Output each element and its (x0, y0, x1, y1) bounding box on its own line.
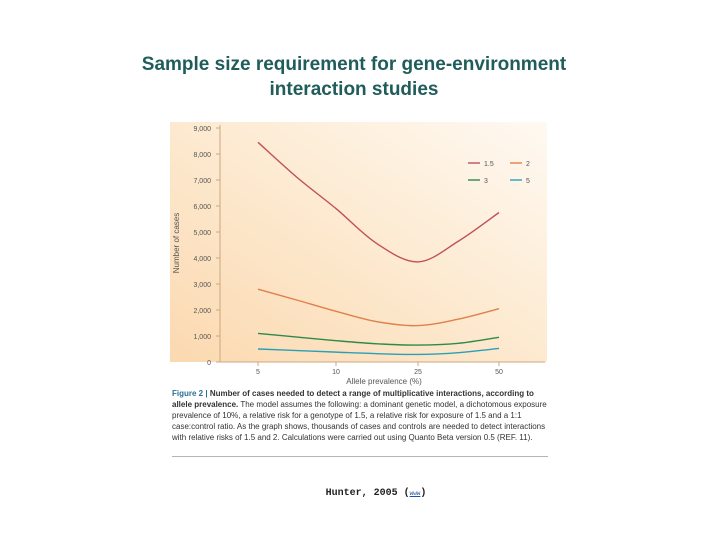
plot-background (170, 122, 547, 362)
citation-link-text[interactable]: www (409, 490, 421, 497)
y-tick-label: 8,000 (193, 152, 211, 159)
citation-text: Hunter, 2005 (325, 488, 398, 499)
y-tick-label: 7,000 (193, 178, 211, 185)
y-tick-label: 6,000 (193, 204, 211, 211)
series-line-3 (257, 347, 500, 356)
y-tick-label: 4,000 (193, 256, 211, 263)
x-tick-label: 5 (256, 369, 260, 376)
caption-title: Number of cases needed to detect a range… (172, 389, 534, 409)
citation-link[interactable]: (www) (403, 488, 427, 499)
series-line-1 (257, 288, 500, 327)
y-tick-label: 5,000 (193, 230, 211, 237)
y-tick-label: 9,000 (193, 126, 211, 133)
legend-label: 3 (484, 178, 488, 185)
figure-caption: Figure 2 | Number of cases needed to det… (172, 388, 548, 443)
y-tick-label: 3,000 (193, 282, 211, 289)
x-tick-label: 10 (332, 369, 340, 376)
series-lines (257, 141, 500, 356)
y-axis-label: Number of cases (172, 213, 181, 273)
caption-body: The model assumes the following: a domin… (172, 400, 547, 442)
caption-divider (172, 456, 548, 457)
source-citation: Hunter, 2005 (www) (0, 488, 720, 499)
slide-title-line-2: interaction studies (269, 79, 439, 100)
y-tick-label: 1,000 (193, 334, 211, 341)
y-tick-label: 0 (207, 360, 211, 367)
series-line-0 (257, 141, 500, 263)
x-ticks: 5 10 25 50 (256, 362, 503, 376)
series-line-2 (257, 332, 500, 346)
y-tick-label: 2,000 (193, 308, 211, 315)
x-axis-label: Allele prevalence (%) (346, 377, 422, 386)
legend-label: 1.5 (484, 161, 494, 168)
x-tick-label: 50 (495, 369, 503, 376)
slide-title-line-1: Sample size requirement for gene-environ… (141, 54, 567, 75)
caption-label: Figure 2 | (172, 389, 208, 398)
x-tick-label: 25 (414, 369, 422, 376)
legend-label: 2 (526, 161, 530, 168)
legend: 1.5 2 3 5 (468, 161, 530, 185)
legend-label: 5 (526, 178, 530, 185)
slide-title: Sample size requirement for gene-environ… (0, 52, 708, 102)
y-ticks: 0 1,000 2,000 3,000 4,000 5,000 6,000 7,000 8,00… (193, 126, 220, 367)
